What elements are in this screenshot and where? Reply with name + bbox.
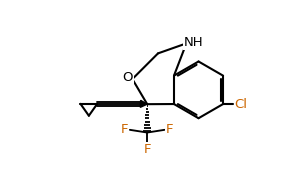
Text: F: F [143, 143, 151, 156]
Text: F: F [121, 123, 128, 136]
Text: F: F [166, 123, 174, 136]
Text: O: O [122, 71, 133, 84]
Polygon shape [140, 100, 147, 107]
Text: NH: NH [184, 36, 204, 48]
Text: Cl: Cl [235, 98, 248, 110]
